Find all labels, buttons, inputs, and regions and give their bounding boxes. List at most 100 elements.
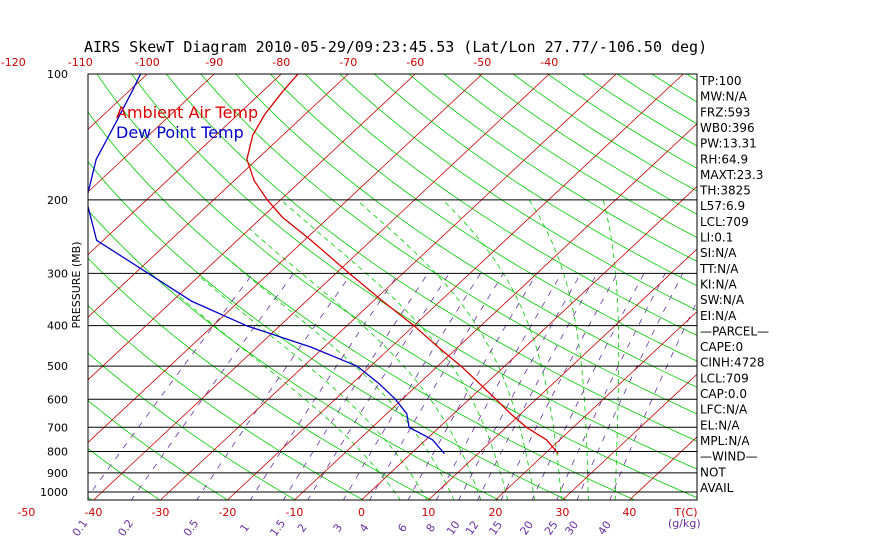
bottom-temp-tick: -30: [151, 506, 169, 519]
isotherm-line: [294, 123, 697, 500]
bottom-temp-tick: 40: [622, 506, 636, 519]
legend: Ambient Air Temp Dew Point Temp: [116, 103, 258, 142]
side-panel-entry: L57:6.9: [700, 199, 745, 213]
side-panel-entry: RH:64.9: [700, 152, 748, 166]
mixing-ratio-line: [130, 273, 294, 500]
top-temp-tick: -70: [339, 56, 357, 69]
moist-adiabat-line: [528, 199, 589, 500]
side-panel-entry: NOT: [700, 465, 726, 479]
side-panel-entry: EI:N/A: [700, 309, 737, 323]
dry-adiabat-line: [270, 74, 697, 362]
mixing-ratio-line: [407, 273, 538, 500]
bottom-temp-tick: -50: [17, 506, 35, 519]
dry-adiabat-line: [200, 74, 697, 415]
mixing-ratio-line: [342, 273, 481, 500]
isotherm-line: [88, 74, 282, 256]
side-panel-entry: MAXT:23.3: [700, 168, 763, 182]
legend-ambient-air-temp: Ambient Air Temp: [116, 103, 258, 122]
side-panel-entry: PW:13.31: [700, 137, 757, 151]
y-axis-label: PRESSURE (MB): [70, 242, 83, 329]
mixing-ratio-line: [88, 273, 254, 498]
dry-adiabat-line: [88, 305, 365, 500]
mixing-ratio-line: [477, 273, 598, 500]
dry-adiabat-line: [339, 74, 697, 311]
moist-adiabat-line: [442, 199, 562, 500]
isotherm-line: [93, 74, 550, 500]
bottom-temp-tick: -10: [285, 506, 303, 519]
pressure-tick: 800: [47, 445, 68, 458]
dry-adiabat-line: [374, 74, 697, 287]
dry-adiabat-line: [235, 74, 697, 388]
bottom-temp-tick: 30: [555, 506, 569, 519]
pressure-tick: 500: [47, 360, 68, 373]
side-panel-entry: LCL:709: [700, 371, 749, 385]
mixing-ratio-line: [369, 273, 504, 500]
dry-adiabat-line: [304, 74, 697, 336]
pressure-tick: 700: [47, 421, 68, 434]
ambient-temp-profile: [246, 74, 559, 455]
isotherm-line: [88, 74, 215, 193]
grid-layer: [88, 74, 697, 500]
top-temp-tick: -50: [473, 56, 491, 69]
side-panel-entry: AVAIL: [700, 481, 734, 495]
side-panel-entry: LCL:709: [700, 215, 749, 229]
top-temp-tick: -120: [1, 56, 26, 69]
pressure-tick: 900: [47, 467, 68, 480]
side-panel-entry: TP:100: [699, 74, 742, 88]
legend-dew-point-temp: Dew Point Temp: [116, 123, 244, 142]
pressure-tick: 400: [47, 320, 68, 333]
pressure-tick: 600: [47, 393, 68, 406]
top-temp-tick: -80: [272, 56, 290, 69]
top-temp-tick: -40: [540, 56, 558, 69]
dry-adiabat-line: [131, 74, 697, 470]
dry-adiabat-line: [165, 74, 697, 442]
moist-adiabat-line: [249, 228, 482, 500]
bottom-temp-tick: -20: [218, 506, 236, 519]
bottom-temp-tick: 0: [358, 506, 365, 519]
side-panel-entry: WB0:396: [700, 121, 755, 135]
pressure-tick: 200: [47, 194, 68, 207]
moist-adiabat-line: [222, 253, 455, 500]
mixing-ratio-line: [458, 273, 582, 500]
dry-adiabat-line: [88, 161, 568, 500]
side-panel-entry: LI:0.1: [700, 231, 733, 245]
chart-title: AIRS SkewT Diagram 2010-05-29/09:23:45.5…: [84, 38, 707, 56]
isotherm-line: [160, 74, 617, 500]
moist-adiabat-line: [199, 276, 428, 500]
isotherm-line: [227, 74, 684, 500]
side-panel-entry: —PARCEL—: [700, 324, 769, 338]
side-panel-entry: CAPE:0: [700, 340, 743, 354]
isotherm-line: [562, 373, 697, 500]
dry-adiabat-line: [88, 257, 432, 500]
temp-unit-label: T(C): [674, 506, 698, 519]
isotherm-line: [88, 74, 416, 381]
isotherm-line: [88, 74, 349, 318]
isotherm-line: [88, 74, 483, 444]
bottom-temp-tick: 20: [488, 506, 502, 519]
dry-adiabat-line: [88, 400, 229, 500]
side-panel-entry: TT:N/A: [699, 262, 739, 276]
bottom-temp-tick: -40: [84, 506, 102, 519]
mixing-ratio-line: [500, 273, 618, 500]
side-panel-entry: TH:3825: [699, 184, 751, 198]
top-temp-tick: -110: [68, 56, 93, 69]
side-panel-entry: CAP:0.0: [700, 387, 747, 401]
pressure-tick: 300: [47, 267, 68, 280]
dew-point-profile: [88, 74, 445, 455]
side-panel-entry: KI:N/A: [700, 277, 737, 291]
dry-adiabat-line: [88, 448, 161, 500]
isotherm-line: [495, 311, 697, 500]
isotherm-line: [361, 185, 697, 500]
side-panel-entry: SI:N/A: [700, 246, 737, 260]
pressure-tick: 100: [47, 68, 68, 81]
mixing-ratio-line: [307, 273, 450, 500]
top-temp-tick: -90: [205, 56, 223, 69]
moist-adiabat-line: [179, 295, 401, 500]
side-panel-entry: LFC:N/A: [700, 403, 748, 417]
mixing-ratio-line: [282, 273, 429, 500]
dry-adiabat-line: [88, 352, 297, 500]
side-panel-entry: —WIND—: [700, 450, 758, 464]
top-temp-tick: -60: [406, 56, 424, 69]
